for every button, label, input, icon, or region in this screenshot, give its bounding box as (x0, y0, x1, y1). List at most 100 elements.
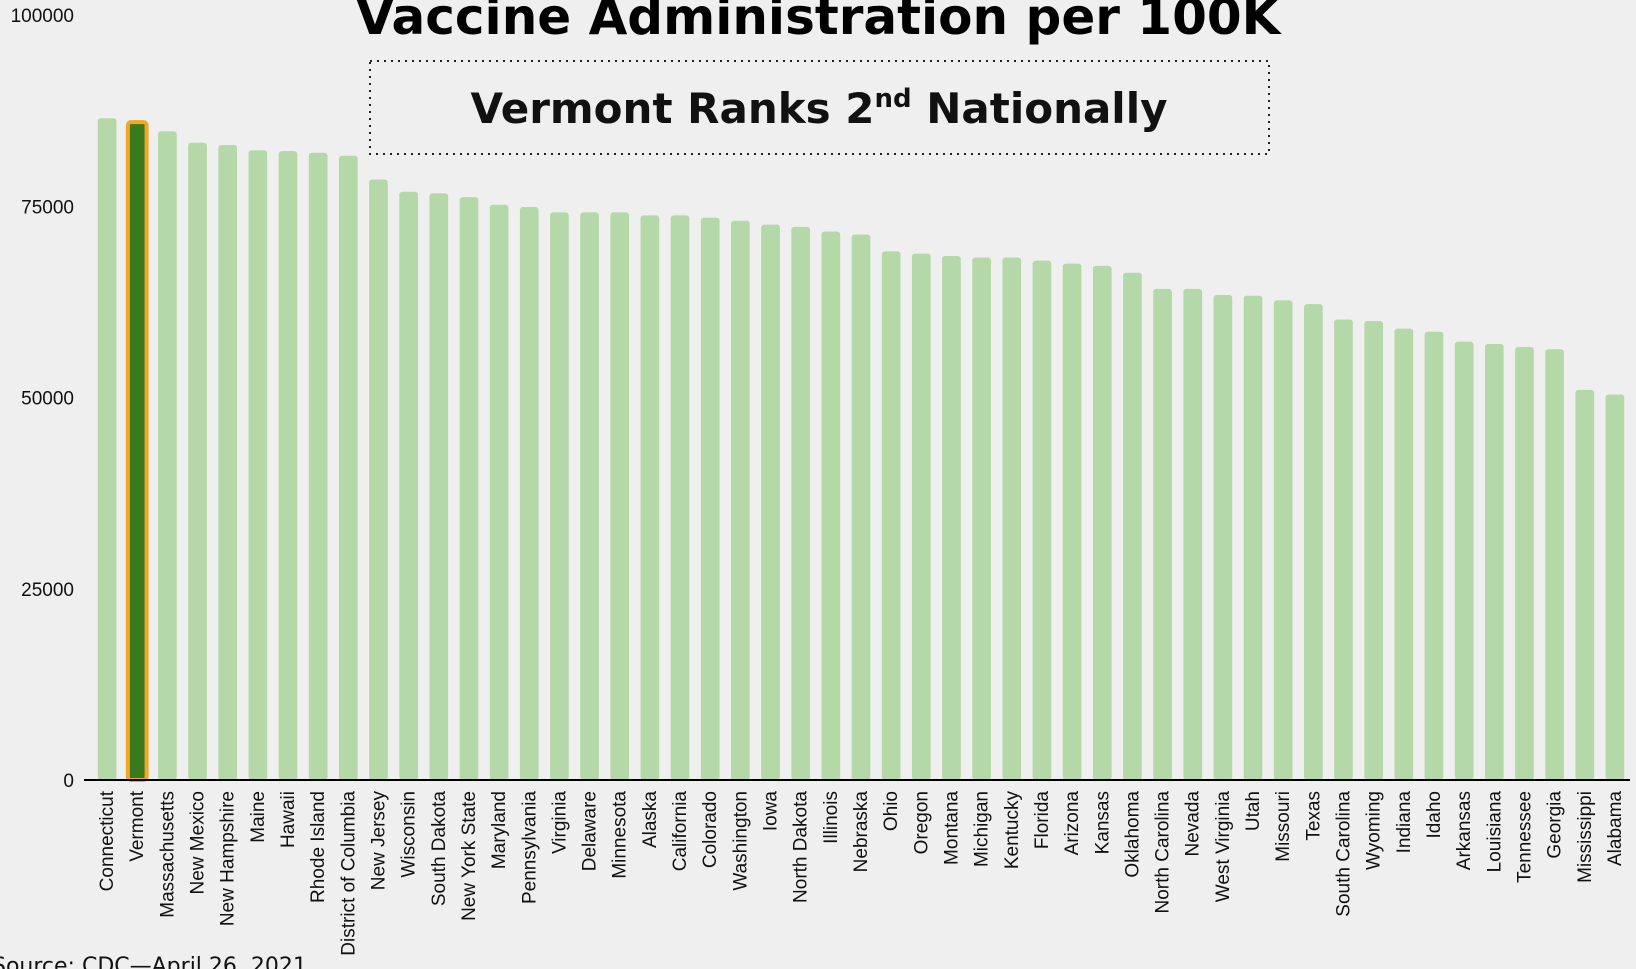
x-tick-label: New York State (459, 791, 480, 921)
bar (821, 231, 841, 780)
x-axis-labels: Connecticut Vermont Massachusetts New Mexic… (97, 790, 1626, 955)
subtitle-superscript: nd (875, 84, 912, 114)
x-tick-label: New Hampshire (218, 791, 239, 926)
bar (459, 197, 479, 780)
bar (218, 145, 238, 781)
x-tick-label: North Dakota (791, 791, 812, 903)
x-tick-label: Pennsylvania (519, 791, 540, 904)
bar (399, 191, 418, 781)
x-tick-label: Alabama (1605, 791, 1626, 866)
x-tick-label: Maine (248, 791, 269, 843)
bar (1454, 341, 1474, 780)
chart-subtitle: Vermont Ranks 2nd Nationally (471, 84, 1168, 133)
bar-highlighted (125, 120, 149, 783)
x-tick-label: Georgia (1545, 791, 1566, 859)
x-tick-label: Texas (1303, 791, 1324, 841)
x-tick-label: Minnesota (610, 791, 631, 879)
bar (942, 255, 961, 781)
x-tick-label: California (670, 791, 691, 872)
bar (1605, 394, 1625, 780)
subtitle-prefix: Vermont Ranks 2 (471, 84, 875, 133)
bar (731, 220, 750, 780)
x-tick-label: Indiana (1394, 791, 1415, 854)
x-tick-label: New Jersey (368, 791, 389, 891)
x-tick-label: Nevada (1183, 791, 1204, 857)
x-tick-label: Rhode Island (308, 791, 329, 903)
bar (489, 204, 509, 781)
x-tick-label: Arkansas (1454, 791, 1475, 870)
x-tick-label: Nebraska (851, 791, 872, 873)
bar (1032, 260, 1052, 780)
x-tick-label: Colorado (700, 791, 721, 868)
x-tick-label: Wyoming (1364, 791, 1385, 870)
bar (97, 118, 117, 780)
x-tick-label: Maryland (489, 791, 510, 869)
bar (791, 226, 811, 780)
y-tick-label: 25000 (21, 580, 74, 601)
subtitle-box (369, 60, 1270, 155)
bar (519, 207, 539, 780)
bar (550, 212, 569, 780)
y-axis: 0 25000 50000 75000 100000 (11, 6, 74, 792)
chart-title: Vaccine Administration per 100K (356, 0, 1283, 46)
x-tick-label: Missouri (1273, 791, 1294, 862)
y-tick-label: 0 (63, 771, 74, 792)
x-tick-label: South Dakota (429, 791, 450, 907)
y-tick-label: 75000 (21, 197, 74, 218)
bar (1123, 272, 1142, 780)
bar (761, 224, 780, 781)
x-tick-label: Delaware (580, 791, 601, 871)
x-tick-label: Utah (1243, 791, 1264, 831)
x-tick-label: Montana (941, 791, 962, 865)
bar (278, 151, 298, 781)
x-tick-label: Oklahoma (1122, 791, 1143, 878)
bar (248, 150, 268, 780)
bar (640, 215, 660, 780)
bar (1515, 347, 1534, 780)
bar (1575, 389, 1595, 780)
x-tick-label: North Carolina (1153, 791, 1174, 914)
bar (1062, 263, 1082, 780)
bar (670, 215, 690, 780)
bar (700, 217, 720, 781)
bar (338, 155, 358, 780)
x-tick-label: Michigan (972, 791, 993, 867)
x-tick-label: District of Columbia (338, 791, 359, 956)
x-tick-label: West Virginia (1213, 791, 1234, 903)
bar (1273, 300, 1293, 780)
x-tick-label: Kentucky (1002, 791, 1023, 870)
x-tick-label: Kansas (1092, 791, 1113, 854)
bar (1092, 265, 1112, 780)
bar (610, 212, 630, 780)
bar (369, 179, 388, 781)
x-tick-label: South Carolina (1334, 791, 1355, 917)
x-tick-label: Ohio (881, 791, 902, 831)
subtitle-suffix: Nationally (912, 84, 1168, 133)
x-tick-label: Florida (1032, 791, 1053, 850)
x-tick-label: Virginia (549, 791, 570, 854)
x-tick-label: Wisconsin (399, 791, 420, 878)
bar (1304, 304, 1323, 780)
x-tick-label: Idaho (1424, 791, 1445, 839)
x-tick-label: New Mexico (188, 791, 209, 894)
x-tick-label: Iowa (761, 791, 782, 832)
bar (580, 212, 599, 780)
bar (308, 152, 328, 780)
x-tick-label: Illinois (821, 791, 842, 844)
bar (1334, 319, 1353, 780)
bar (1002, 257, 1022, 780)
bar (429, 193, 449, 780)
y-tick-label: 100000 (11, 6, 74, 27)
bar (158, 131, 177, 780)
bar (1364, 321, 1384, 780)
bar (188, 142, 207, 780)
x-tick-label: Mississippi (1575, 791, 1596, 883)
x-tick-label: Vermont (127, 790, 148, 861)
x-tick-label: Massachusetts (157, 791, 178, 918)
y-tick-label: 50000 (21, 389, 74, 410)
bar (1394, 328, 1414, 780)
x-tick-label: Alaska (640, 791, 661, 848)
bar (1484, 343, 1504, 780)
bar (851, 234, 871, 780)
